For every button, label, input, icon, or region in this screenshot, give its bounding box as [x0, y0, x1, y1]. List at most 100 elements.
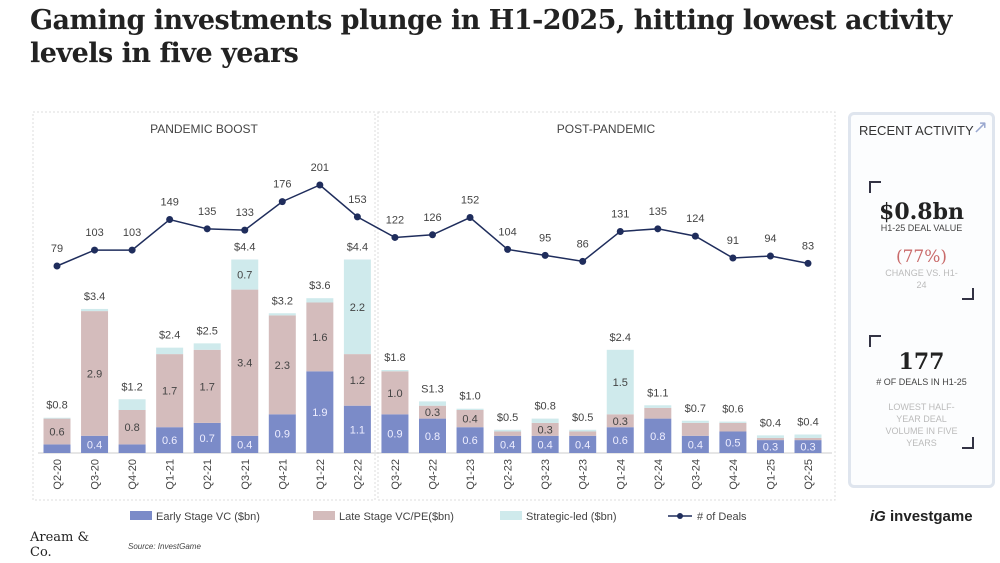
bar-segment	[81, 311, 109, 436]
segment-label: 0.4	[500, 439, 515, 451]
category-label: Q4-21	[277, 459, 289, 490]
category-label: Q4-23	[578, 459, 590, 490]
category-label: Q1-24	[615, 459, 627, 490]
bar-segment	[381, 370, 409, 372]
category-label: Q2-22	[352, 459, 364, 490]
bar-segment	[419, 401, 446, 406]
bar-segment	[156, 427, 184, 453]
bar-segment	[381, 414, 409, 453]
bar-segment	[494, 435, 522, 453]
deals-point	[429, 231, 436, 239]
deals-label: 86	[577, 238, 589, 250]
segment-label: 3.4	[237, 358, 252, 370]
bar-segment	[456, 410, 484, 428]
deals-label: 201	[311, 162, 329, 174]
segment-label: 0.3	[538, 424, 553, 436]
total-label: $0.5	[572, 412, 593, 424]
bracket-icon	[869, 181, 881, 193]
bar-segment	[531, 418, 559, 423]
total-label: $1.1	[647, 387, 668, 399]
deals-point	[166, 216, 174, 224]
bar-segment	[306, 371, 334, 453]
deals-label: 79	[51, 243, 63, 255]
total-label: $0.7	[685, 403, 706, 415]
bracket-icon	[869, 335, 881, 347]
bar-segment	[719, 421, 747, 423]
category-label: Q2-23	[503, 459, 515, 490]
bar-segment	[268, 313, 296, 316]
segment-label: 0.8	[650, 431, 665, 443]
stacked-bar-line-chart: PANDEMIC BOOST POST-PANDEMIC 0.6 $0.8 Q2-20 0…	[32, 111, 836, 523]
deals-point	[579, 257, 587, 265]
bar-segment	[756, 435, 784, 438]
segment-label: 0.4	[462, 414, 477, 426]
bar-segment	[531, 435, 559, 453]
segment-label: 0.6	[49, 427, 64, 439]
deals-point	[616, 227, 624, 235]
change-value: (77%)	[895, 247, 948, 267]
bar-segment	[569, 431, 597, 436]
source-note: Source: InvestGame	[128, 542, 201, 551]
deals-point	[766, 252, 774, 260]
bar-segment	[531, 422, 559, 436]
bar-segment	[719, 431, 747, 453]
segment-label: 1.7	[162, 386, 177, 398]
legend-swatch	[500, 511, 522, 520]
deals-point	[203, 225, 211, 233]
bar-segment	[231, 259, 259, 290]
category-label: Q3-21	[240, 459, 252, 490]
total-label: $3.4	[84, 291, 105, 303]
deals-label: 103	[123, 227, 141, 239]
bar-segment	[419, 418, 446, 453]
category-label: Q2-20	[52, 459, 64, 490]
legend-label: Late Stage VC/PE($bn)	[339, 511, 454, 523]
deals-point	[316, 181, 324, 189]
bar-segment	[231, 289, 259, 436]
deals-label: 126	[423, 212, 441, 224]
bar-segment	[381, 371, 409, 415]
segment-label: 2.9	[87, 368, 102, 380]
segment-label: 0.4	[575, 439, 590, 451]
bar-segment	[644, 418, 672, 453]
segment-label: 2.2	[350, 302, 365, 314]
bar-segment	[43, 418, 71, 445]
total-label: $4.4	[234, 242, 255, 254]
total-label: $0.5	[497, 412, 518, 424]
category-label: Q2-25	[803, 459, 815, 490]
bar-segment	[681, 422, 709, 436]
deals-point	[691, 232, 699, 240]
category-label: Q3-22	[390, 459, 402, 490]
deals-point	[241, 226, 249, 234]
total-label: S1.3	[421, 383, 444, 395]
bar-segment	[569, 429, 597, 432]
segment-label: 0.4	[237, 439, 252, 451]
bracket-icon	[962, 288, 974, 300]
bar-segment	[118, 410, 146, 445]
bar-segment	[456, 427, 484, 453]
segment-label: 0.6	[162, 435, 177, 447]
deal-value-label: H1-25 DEAL VALUE	[880, 223, 963, 233]
bar-segment	[456, 408, 484, 410]
investgame-logo: iG investgame	[870, 508, 973, 525]
bar-segment	[719, 422, 747, 432]
bar-segment	[156, 354, 184, 428]
legend-label: Strategic-led ($bn)	[526, 511, 617, 523]
segment-label: 0.3	[425, 407, 440, 419]
category-label: Q3-23	[540, 459, 552, 490]
bar-segment	[681, 435, 709, 453]
total-label: $4.4	[347, 242, 368, 254]
segment-label: 1.7	[200, 381, 215, 393]
category-label: Q4-20	[127, 459, 139, 490]
bar-segment	[118, 444, 146, 453]
bar-segment	[43, 417, 71, 419]
category-label: Q4-22	[428, 459, 440, 490]
bar-segment	[494, 429, 522, 432]
deals-label: 131	[611, 208, 629, 220]
bar-segment	[494, 431, 522, 436]
total-label: $3.6	[309, 280, 330, 292]
bar-segment	[156, 347, 184, 355]
bar-segment	[343, 354, 371, 406]
deals-point	[53, 262, 61, 270]
deals-point	[278, 198, 286, 206]
deals-point	[654, 225, 662, 233]
